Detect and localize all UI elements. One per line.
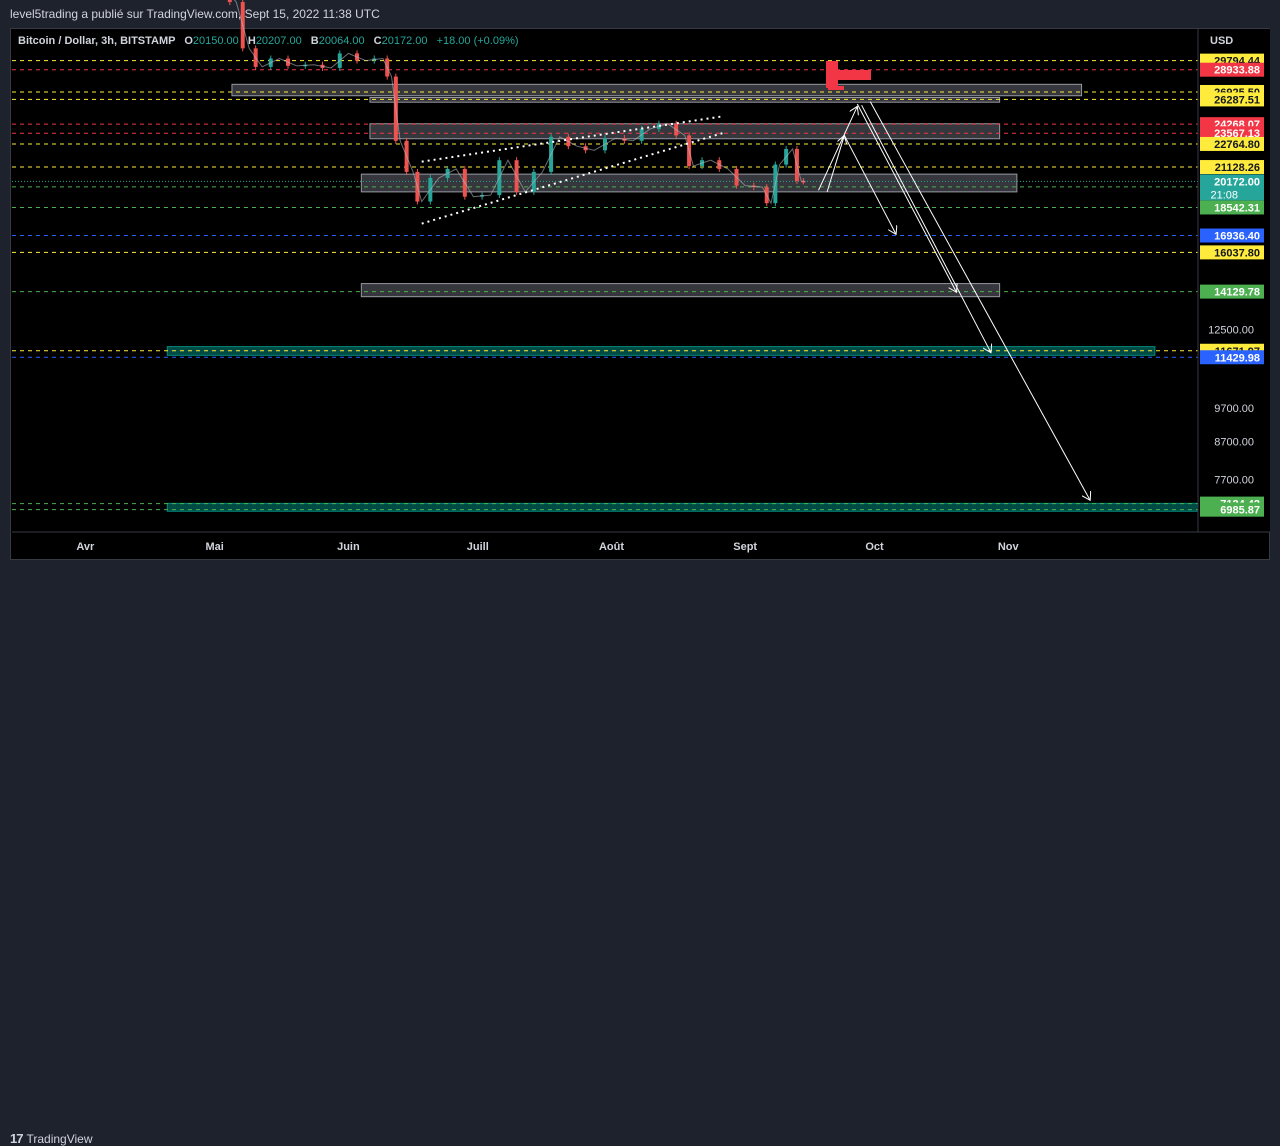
candle-body-2 [227, 0, 232, 3]
price-level-label-13: 14129.78 [1214, 287, 1260, 299]
tradingview-logo[interactable]: 17 TradingView [10, 1131, 93, 1146]
tradingview-logo-text: TradingView [26, 1131, 93, 1146]
price-axis-background [1198, 29, 1270, 532]
close-value: 20172.00 [381, 35, 428, 47]
currency-label: USD [1210, 35, 1233, 47]
x-tick-label-3: Juin [337, 541, 360, 553]
projection-arrow-3 [843, 135, 896, 234]
footer-bar: 17 TradingView [0, 560, 1280, 1146]
open-value: 20150.00 [192, 35, 239, 47]
price-level-label-8: 21128.26 [1215, 162, 1260, 174]
candle-body-40 [801, 180, 806, 183]
price-line [233, 0, 806, 205]
projection-arrow-6 [869, 101, 1090, 501]
projection-arrow-4 [856, 103, 956, 292]
projection-arrow-5 [861, 104, 991, 352]
current-price-label: 20172.00 [1214, 176, 1260, 188]
zone-1 [231, 83, 1083, 97]
price-level-badge-6 [1200, 126, 1264, 141]
y-tick-label-2: 9700.00 [1214, 403, 1254, 415]
change-value: +18.00 (+0.09%) [436, 35, 519, 47]
price-level-badge-7 [1200, 136, 1264, 151]
price-level-label-12: 16037.80 [1214, 247, 1260, 259]
price-level-badge-4 [1200, 92, 1264, 107]
price-level-label-2: 28933.88 [1214, 65, 1260, 77]
high-value: 20207.00 [255, 35, 302, 47]
price-level-label-11: 16936.40 [1214, 231, 1260, 243]
y-tick-label-1: 12500.00 [1208, 325, 1254, 337]
y-tick-label-3: 8700.00 [1214, 437, 1254, 449]
chart-frame[interactable] [10, 28, 1270, 560]
time-axis-layer: Avr Mai Juin Juill Août Sept Oct Nov [12, 531, 1270, 553]
y-tick-label-4: 7700.00 [1214, 475, 1254, 487]
projection-arrow-2 [826, 135, 844, 193]
x-tick-label-2: Mai [206, 541, 224, 553]
price-level-badge-15 [1200, 350, 1264, 365]
open-label: O [184, 35, 193, 47]
low-label: B [310, 35, 319, 47]
price-level-badge-17 [1200, 502, 1264, 517]
x-tick-label-1: Avr [76, 541, 95, 553]
zone-4 [360, 173, 1018, 193]
price-level-badge-11 [1200, 228, 1264, 243]
trendline-1 [421, 131, 724, 225]
price-level-label-17: 6985.87 [1220, 505, 1260, 517]
x-tick-label-5: Août [599, 541, 624, 553]
price-level-label-7: 22764.80 [1214, 139, 1260, 151]
price-chart[interactable]: USD29794.4428933.8826925.5026287.5124268… [0, 0, 1280, 595]
close-label: C [373, 35, 382, 47]
symbol-legend: Bitcoin / Dollar, 3h, BITSTAMP O20150.00… [18, 35, 519, 47]
price-level-label-15: 11429.98 [1215, 352, 1260, 364]
symbol-name: Bitcoin / Dollar, 3h, BITSTAMP [18, 35, 176, 47]
current-price-badge [1200, 174, 1264, 201]
price-series-layer [227, 0, 806, 207]
projection-arrows-layer [818, 101, 1090, 501]
price-level-label-4: 26287.51 [1214, 94, 1260, 106]
high-label: H [247, 35, 256, 47]
x-tick-label-4: Juill [467, 541, 489, 553]
price-level-badge-2 [1200, 62, 1264, 77]
projection-arrow-1 [818, 106, 857, 191]
ruler-marker-icon [826, 61, 871, 90]
publish-note: level5trading a publié sur TradingView.c… [10, 7, 380, 21]
price-axis-layer: USD29794.4428933.8826925.5026287.5124268… [1197, 29, 1270, 532]
x-tick-label-7: Oct [865, 541, 884, 553]
price-level-badge-8 [1200, 160, 1264, 175]
tradingview-logo-icon: 17 [10, 1131, 24, 1146]
countdown-label: 21:08 [1210, 189, 1238, 201]
trendlines-layer [421, 115, 724, 225]
low-value: 20064.00 [318, 35, 365, 47]
x-tick-label-6: Sept [733, 541, 757, 553]
header-bar: level5trading a publié sur TradingView.c… [0, 0, 1280, 28]
x-tick-label-8: Nov [998, 541, 1020, 553]
price-level-badge-13 [1200, 284, 1264, 299]
price-level-label-10: 18542.31 [1214, 202, 1260, 214]
price-level-badge-10 [1200, 200, 1264, 215]
price-level-badge-12 [1200, 245, 1264, 260]
zone-5 [360, 283, 1001, 298]
